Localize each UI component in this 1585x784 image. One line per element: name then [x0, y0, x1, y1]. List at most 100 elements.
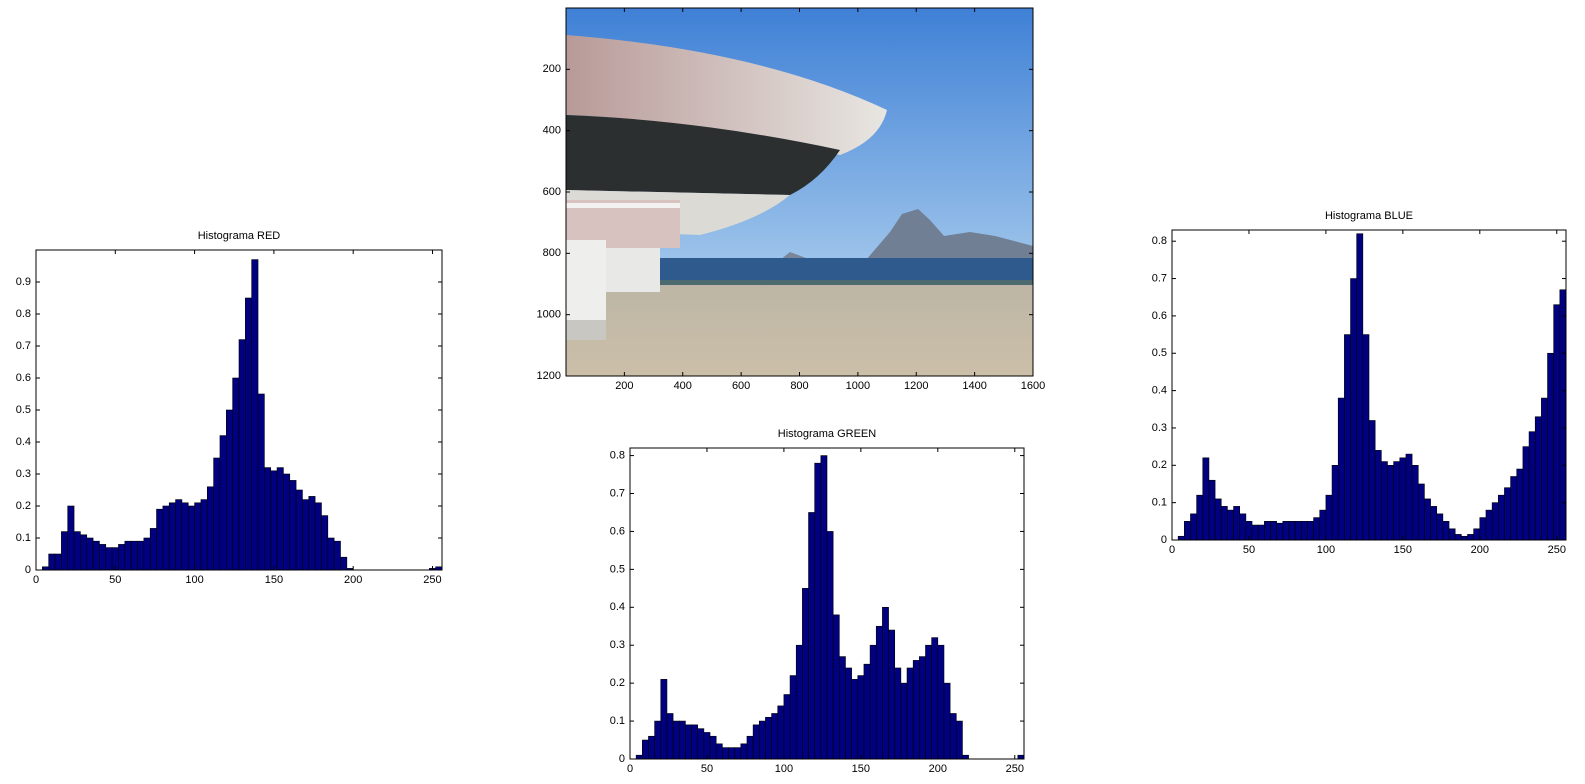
histogram-bar — [1338, 398, 1344, 540]
histogram-bar — [150, 528, 156, 570]
y-tick-label: 0.1 — [16, 532, 31, 544]
histogram-bar — [1400, 458, 1406, 540]
histogram-bar — [1511, 477, 1517, 540]
histogram-bar — [74, 532, 80, 570]
histogram-bar — [907, 668, 913, 759]
x-tick-label: 600 — [732, 380, 750, 392]
histogram-bar — [125, 541, 131, 570]
histogram-bar — [1394, 462, 1400, 540]
histogram-bar — [833, 615, 839, 759]
histogram-bar — [938, 645, 944, 759]
histogram-bar — [1517, 469, 1523, 540]
histogram-bar — [926, 645, 932, 759]
histogram-bar — [901, 683, 907, 759]
histogram-bar — [1301, 521, 1307, 540]
histogram-bar — [1215, 499, 1221, 540]
histogram-bar — [334, 541, 340, 570]
histogram-bar — [735, 748, 741, 759]
histogram-bar — [1351, 279, 1357, 540]
x-tick-label: 200 — [615, 380, 633, 392]
histogram-bar — [729, 748, 735, 759]
histogram-bar — [1406, 454, 1412, 540]
histogram-bar — [144, 538, 150, 570]
histogram-bar — [138, 541, 144, 570]
histogram-bar — [1209, 480, 1215, 540]
histogram-bar — [302, 500, 308, 570]
y-tick-label: 0.1 — [1152, 497, 1167, 509]
histogram-bar — [827, 531, 833, 759]
histogram-bar — [118, 544, 124, 570]
histogram-bar — [895, 668, 901, 759]
histogram-bar — [220, 436, 226, 570]
histogram-bar — [169, 503, 175, 570]
x-tick-label: 50 — [1243, 544, 1255, 556]
histogram-bar — [759, 721, 765, 759]
histogram-bar — [722, 748, 728, 759]
histogram-bar — [226, 410, 232, 570]
histogram-bar — [131, 541, 137, 570]
y-tick-label: 0 — [1161, 534, 1167, 546]
histogram-bar — [1018, 755, 1024, 759]
histogram-bar — [642, 740, 648, 759]
y-tick-label: 0.1 — [610, 715, 625, 727]
histogram-bar — [1314, 518, 1320, 540]
x-tick-label: 200 — [344, 574, 362, 586]
x-tick-label: 50 — [701, 763, 713, 775]
x-tick-label: 100 — [775, 763, 793, 775]
histogram-bar — [1184, 521, 1190, 540]
histogram-bar — [321, 516, 327, 570]
histogram-bar — [309, 496, 315, 570]
histogram-bar — [932, 638, 938, 759]
histogram-bar — [809, 512, 815, 759]
histogram-bar — [815, 463, 821, 759]
y-tick-label: 800 — [543, 247, 561, 259]
histogram-bar — [1369, 420, 1375, 540]
histogram-bar — [1320, 510, 1326, 540]
y-tick-label: 0.2 — [1152, 459, 1167, 471]
histogram-bar — [864, 664, 870, 759]
histogram-bar — [93, 541, 99, 570]
histogram-bar — [328, 538, 334, 570]
histogram-bar — [1498, 495, 1504, 540]
histogram-bar — [188, 506, 194, 570]
histogram-bar — [741, 744, 747, 759]
histogram-bar — [913, 660, 919, 759]
y-tick-label: 0.4 — [1152, 385, 1167, 397]
histogram-bar — [1227, 510, 1233, 540]
histogram-bar — [679, 721, 685, 759]
histogram-bar — [1258, 525, 1264, 540]
histogram-bar — [1474, 529, 1480, 540]
histogram-bar — [296, 490, 302, 570]
histogram-bar — [1461, 536, 1467, 540]
histogram-bar — [1190, 514, 1196, 540]
histogram-bar — [1344, 335, 1350, 540]
histogram-bar — [207, 487, 213, 570]
histogram-bar — [1203, 458, 1209, 540]
x-tick-label: 400 — [674, 380, 692, 392]
histogram-bar — [1197, 495, 1203, 540]
histogram-bar — [264, 468, 270, 570]
histogram-bar — [821, 456, 827, 759]
x-tick-label: 100 — [185, 574, 203, 586]
histogram-bar — [845, 668, 851, 759]
histogram-bar — [1455, 534, 1461, 540]
x-tick-label: 250 — [1006, 763, 1024, 775]
histogram-bar — [1529, 432, 1535, 540]
y-tick-label: 0.3 — [16, 468, 31, 480]
histogram-bar — [1449, 529, 1455, 540]
y-tick-label: 0.5 — [1152, 347, 1167, 359]
histogram-bar — [1289, 521, 1295, 540]
histogram-bar — [1443, 521, 1449, 540]
histogram-bar — [839, 657, 845, 759]
histogram-bar — [1548, 353, 1554, 540]
histogram-bar — [667, 713, 673, 759]
x-tick-label: 1600 — [1021, 380, 1045, 392]
y-tick-label: 600 — [543, 186, 561, 198]
histogram-bar — [796, 645, 802, 759]
x-tick-label: 50 — [109, 574, 121, 586]
histogram-bar — [341, 557, 347, 570]
y-tick-label: 200 — [543, 63, 561, 75]
x-tick-label: 150 — [852, 763, 870, 775]
histogram-bar — [919, 657, 925, 759]
x-tick-label: 1000 — [846, 380, 870, 392]
